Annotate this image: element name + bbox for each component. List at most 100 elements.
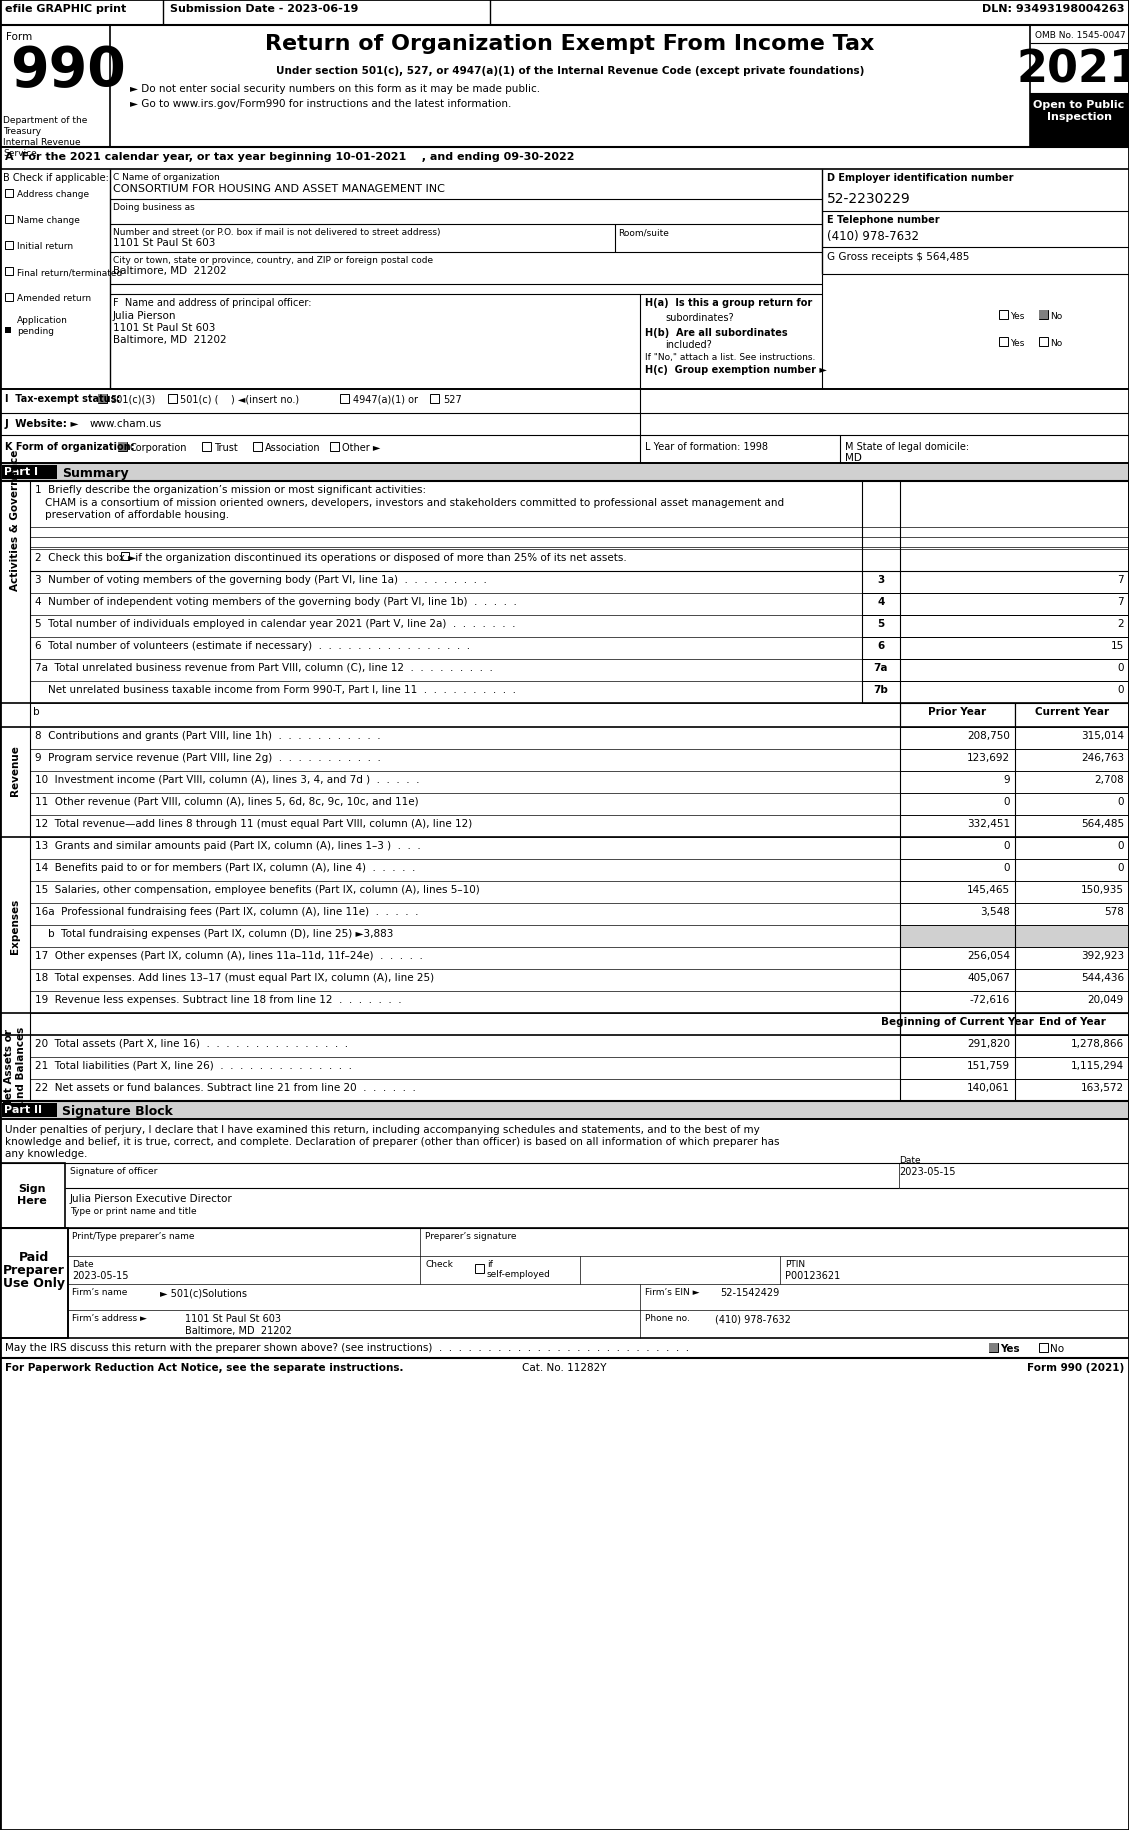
Text: Firm’s EIN ►: Firm’s EIN ►: [645, 1286, 700, 1296]
Bar: [989, 1343, 998, 1352]
Bar: [900, 1080, 1015, 1102]
Text: 2023-05-15: 2023-05-15: [72, 1270, 129, 1281]
Text: Expenses: Expenses: [10, 899, 20, 953]
Text: 6: 6: [877, 640, 885, 651]
Text: DLN: 93493198004263: DLN: 93493198004263: [981, 4, 1124, 15]
Text: M State of legal domicile:: M State of legal domicile:: [844, 441, 969, 452]
Text: Type or print name and title: Type or print name and title: [70, 1206, 196, 1215]
Text: 19  Revenue less expenses. Subtract line 18 from line 12  .  .  .  .  .  .  .: 19 Revenue less expenses. Subtract line …: [35, 994, 402, 1005]
Text: MD: MD: [844, 452, 861, 463]
Bar: [1015, 970, 1129, 992]
Text: 9: 9: [1004, 774, 1010, 785]
Text: efile GRAPHIC print: efile GRAPHIC print: [5, 4, 126, 15]
Text: 1101 St Paul St 603: 1101 St Paul St 603: [185, 1314, 281, 1323]
Bar: [900, 1036, 1015, 1058]
Text: 16a  Professional fundraising fees (Part IX, column (A), line 11e)  .  .  .  .  : 16a Professional fundraising fees (Part …: [35, 906, 419, 917]
Bar: [5, 216, 14, 223]
Text: L Year of formation: 1998: L Year of formation: 1998: [645, 441, 768, 452]
Text: 13  Grants and similar amounts paid (Part IX, column (A), lines 1–3 )  .  .  .: 13 Grants and similar amounts paid (Part…: [35, 840, 421, 851]
Bar: [2, 1103, 56, 1118]
Text: Room/suite: Room/suite: [618, 229, 668, 236]
Text: any knowledge.: any knowledge.: [5, 1149, 87, 1158]
Text: Here: Here: [17, 1195, 47, 1206]
Text: 150,935: 150,935: [1080, 884, 1124, 895]
Text: P00123621: P00123621: [785, 1270, 840, 1281]
Bar: [900, 703, 1015, 728]
Text: subordinates?: subordinates?: [665, 313, 734, 322]
Bar: [1015, 728, 1129, 750]
Text: May the IRS discuss this return with the preparer shown above? (see instructions: May the IRS discuss this return with the…: [5, 1341, 689, 1352]
Text: 18  Total expenses. Add lines 13–17 (must equal Part IX, column (A), line 25): 18 Total expenses. Add lines 13–17 (must…: [35, 972, 435, 983]
Text: 123,692: 123,692: [966, 752, 1010, 763]
Bar: [1015, 772, 1129, 794]
Text: Net unrelated business taxable income from Form 990-T, Part I, line 11  .  .  . : Net unrelated business taxable income fr…: [35, 684, 516, 695]
Text: H(c)  Group exemption number ►: H(c) Group exemption number ►: [645, 364, 826, 375]
Text: (410) 978-7632: (410) 978-7632: [715, 1314, 791, 1323]
Text: 990: 990: [10, 44, 125, 99]
Text: Yes: Yes: [1010, 311, 1024, 320]
Text: 405,067: 405,067: [968, 972, 1010, 983]
Text: 145,465: 145,465: [966, 884, 1010, 895]
Bar: [863, 615, 900, 637]
Bar: [863, 681, 900, 703]
Text: A  For the 2021 calendar year, or tax year beginning 10-01-2021    , and ending : A For the 2021 calendar year, or tax yea…: [5, 152, 575, 161]
Bar: [5, 267, 14, 276]
Bar: [1015, 794, 1129, 816]
Bar: [168, 395, 177, 404]
Text: C Name of organization: C Name of organization: [113, 172, 220, 181]
Text: Submission Date - 2023-06-19: Submission Date - 2023-06-19: [170, 4, 358, 15]
Text: Yes: Yes: [1010, 339, 1024, 348]
Text: OMB No. 1545-0047: OMB No. 1545-0047: [1035, 31, 1126, 40]
Bar: [1015, 1014, 1129, 1036]
Text: Part II: Part II: [5, 1103, 42, 1114]
Bar: [900, 728, 1015, 750]
Bar: [900, 637, 1129, 659]
Text: 315,014: 315,014: [1080, 730, 1124, 741]
Text: Baltimore, MD  21202: Baltimore, MD 21202: [113, 335, 227, 344]
Text: Other ►: Other ►: [342, 443, 380, 452]
Bar: [119, 443, 126, 452]
Text: 2023-05-15: 2023-05-15: [899, 1166, 955, 1177]
Text: -72,616: -72,616: [970, 994, 1010, 1005]
Text: 501(c)(3): 501(c)(3): [110, 395, 156, 404]
Bar: [1039, 1343, 1048, 1352]
Text: For Paperwork Reduction Act Notice, see the separate instructions.: For Paperwork Reduction Act Notice, see …: [5, 1362, 403, 1372]
Text: 1101 St Paul St 603: 1101 St Paul St 603: [113, 322, 216, 333]
Text: E Telephone number: E Telephone number: [828, 214, 939, 225]
Text: Paid: Paid: [19, 1250, 50, 1263]
Bar: [900, 593, 1129, 615]
Text: Trust: Trust: [215, 443, 238, 452]
Bar: [1039, 311, 1048, 320]
Text: 14  Benefits paid to or for members (Part IX, column (A), line 4)  .  .  .  .  .: 14 Benefits paid to or for members (Part…: [35, 862, 415, 873]
Text: Summary: Summary: [62, 467, 129, 479]
Bar: [1015, 992, 1129, 1014]
Text: Signature Block: Signature Block: [62, 1103, 173, 1118]
Bar: [900, 772, 1015, 794]
Bar: [900, 860, 1015, 882]
Bar: [430, 395, 439, 404]
Text: if the organization discontinued its operations or disposed of more than 25% of : if the organization discontinued its ope…: [132, 553, 627, 562]
Bar: [202, 443, 211, 452]
Text: 11  Other revenue (Part VIII, column (A), lines 5, 6d, 8c, 9c, 10c, and 11e): 11 Other revenue (Part VIII, column (A),…: [35, 796, 419, 807]
Text: Use Only: Use Only: [3, 1276, 65, 1290]
Bar: [900, 882, 1015, 904]
Text: ► Do not enter social security numbers on this form as it may be made public.: ► Do not enter social security numbers o…: [130, 84, 540, 93]
Text: 6  Total number of volunteers (estimate if necessary)  .  .  .  .  .  .  .  .  .: 6 Total number of volunteers (estimate i…: [35, 640, 470, 651]
Text: 7: 7: [1118, 575, 1124, 584]
Bar: [900, 794, 1015, 816]
Text: 501(c) (    ) ◄(insert no.): 501(c) ( ) ◄(insert no.): [180, 395, 299, 404]
Text: 208,750: 208,750: [968, 730, 1010, 741]
Text: Activities & Governance: Activities & Governance: [10, 448, 20, 591]
Text: 7b: 7b: [874, 684, 889, 695]
Text: 544,436: 544,436: [1080, 972, 1124, 983]
Bar: [5, 295, 14, 302]
Text: Under section 501(c), 527, or 4947(a)(1) of the Internal Revenue Code (except pr: Under section 501(c), 527, or 4947(a)(1)…: [275, 66, 864, 77]
Bar: [340, 395, 349, 404]
Text: 0: 0: [1118, 684, 1124, 695]
Text: 564,485: 564,485: [1080, 818, 1124, 829]
Text: 3,548: 3,548: [980, 906, 1010, 917]
Text: 7a: 7a: [874, 662, 889, 673]
Text: Julia Pierson: Julia Pierson: [113, 311, 176, 320]
Bar: [900, 615, 1129, 637]
Text: Yes: Yes: [1000, 1343, 1019, 1352]
